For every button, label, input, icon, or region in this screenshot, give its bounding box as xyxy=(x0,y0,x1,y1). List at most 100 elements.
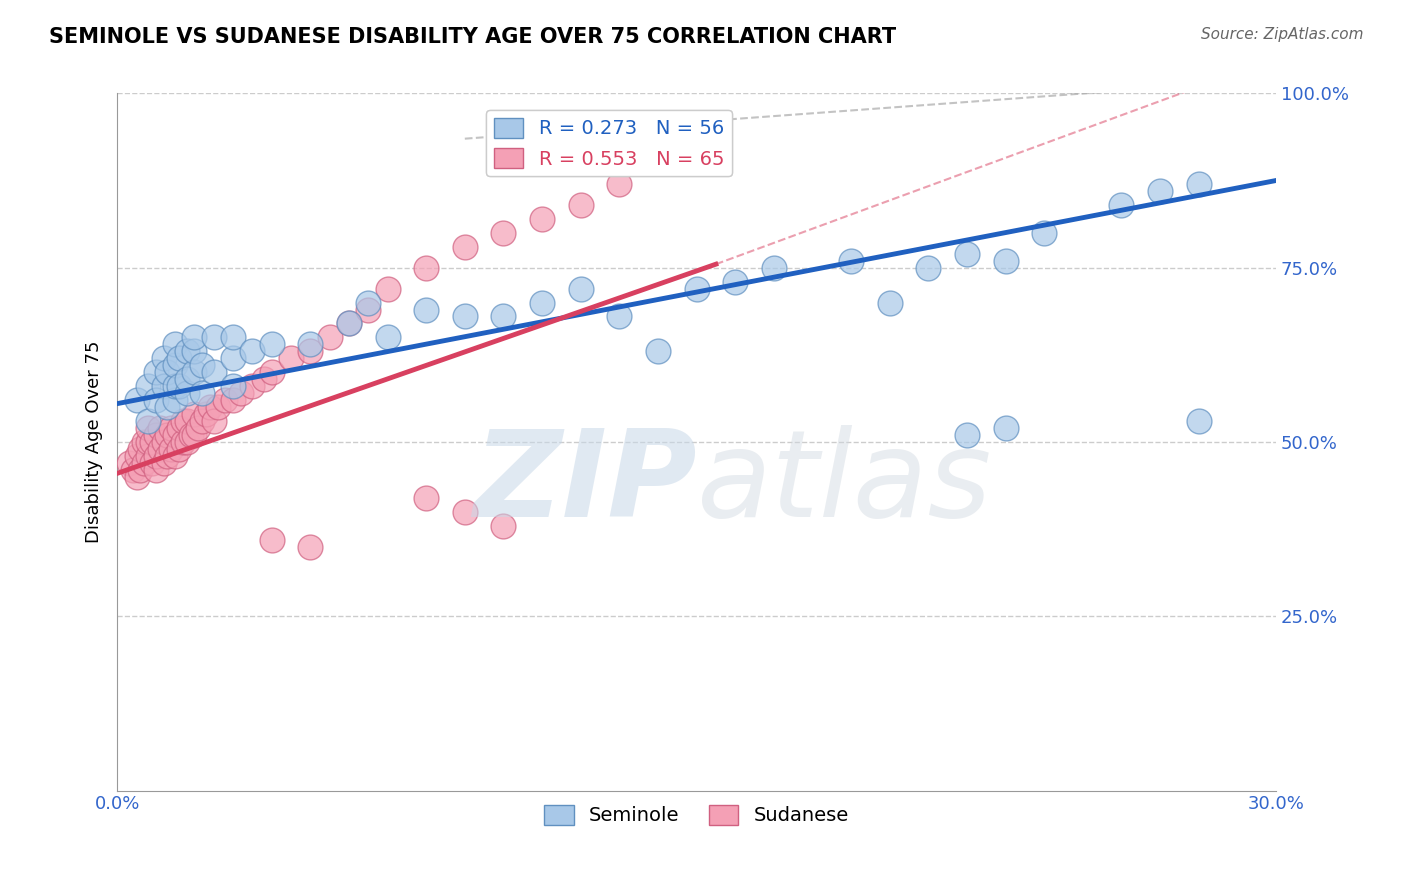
Point xyxy=(198,400,221,414)
Point xyxy=(176,434,198,449)
Point xyxy=(879,295,901,310)
Point xyxy=(167,351,190,366)
Point xyxy=(569,198,592,212)
Point xyxy=(531,211,554,226)
Point xyxy=(145,449,167,463)
Point xyxy=(222,393,245,408)
Point xyxy=(145,463,167,477)
Point xyxy=(152,379,174,393)
Point xyxy=(280,351,302,366)
Point xyxy=(1188,414,1211,428)
Point xyxy=(156,449,179,463)
Point xyxy=(141,456,163,470)
Point xyxy=(260,533,283,547)
Point xyxy=(195,407,218,421)
Point xyxy=(956,246,979,260)
Point xyxy=(136,434,159,449)
Point xyxy=(165,337,187,351)
Y-axis label: Disability Age Over 75: Disability Age Over 75 xyxy=(86,341,103,543)
Point xyxy=(229,386,252,401)
Point xyxy=(207,400,229,414)
Point xyxy=(454,310,477,324)
Point xyxy=(167,379,190,393)
Point xyxy=(202,414,225,428)
Text: SEMINOLE VS SUDANESE DISABILITY AGE OVER 75 CORRELATION CHART: SEMINOLE VS SUDANESE DISABILITY AGE OVER… xyxy=(49,27,897,46)
Point xyxy=(1149,184,1171,198)
Point xyxy=(253,372,276,386)
Point xyxy=(121,463,143,477)
Point xyxy=(994,421,1017,435)
Point xyxy=(136,414,159,428)
Point xyxy=(165,449,187,463)
Point xyxy=(647,156,669,170)
Text: ZIP: ZIP xyxy=(472,425,696,542)
Point xyxy=(145,365,167,379)
Point xyxy=(187,421,209,435)
Point xyxy=(607,177,630,191)
Point xyxy=(454,505,477,519)
Point xyxy=(134,456,156,470)
Point xyxy=(160,421,183,435)
Point xyxy=(647,344,669,359)
Point xyxy=(125,393,148,408)
Point xyxy=(152,456,174,470)
Point xyxy=(129,463,152,477)
Text: Source: ZipAtlas.com: Source: ZipAtlas.com xyxy=(1201,27,1364,42)
Point xyxy=(191,386,214,401)
Point xyxy=(762,260,785,275)
Point xyxy=(136,379,159,393)
Point xyxy=(415,491,437,505)
Point xyxy=(839,253,862,268)
Point xyxy=(176,386,198,401)
Point xyxy=(1111,198,1133,212)
Point xyxy=(299,540,322,554)
Point xyxy=(956,428,979,442)
Point xyxy=(183,330,205,344)
Point xyxy=(136,421,159,435)
Point xyxy=(183,407,205,421)
Point xyxy=(176,372,198,386)
Point xyxy=(191,359,214,373)
Point xyxy=(183,344,205,359)
Point xyxy=(152,351,174,366)
Point xyxy=(337,317,360,331)
Point xyxy=(202,330,225,344)
Point xyxy=(222,379,245,393)
Point xyxy=(172,434,194,449)
Point xyxy=(357,295,380,310)
Point xyxy=(492,310,515,324)
Point xyxy=(202,365,225,379)
Point xyxy=(492,518,515,533)
Point xyxy=(160,442,183,456)
Point xyxy=(165,428,187,442)
Point xyxy=(492,226,515,240)
Point xyxy=(145,393,167,408)
Point xyxy=(377,330,399,344)
Point xyxy=(136,449,159,463)
Point xyxy=(191,414,214,428)
Point xyxy=(156,428,179,442)
Point xyxy=(994,253,1017,268)
Point xyxy=(165,393,187,408)
Point xyxy=(415,302,437,317)
Text: atlas: atlas xyxy=(696,425,993,542)
Point xyxy=(222,330,245,344)
Point xyxy=(141,434,163,449)
Point xyxy=(260,337,283,351)
Point xyxy=(176,414,198,428)
Point xyxy=(156,400,179,414)
Point xyxy=(299,344,322,359)
Point xyxy=(607,310,630,324)
Point xyxy=(149,442,172,456)
Point xyxy=(569,282,592,296)
Point xyxy=(318,330,340,344)
Point xyxy=(156,365,179,379)
Point xyxy=(1033,226,1056,240)
Point xyxy=(299,337,322,351)
Point xyxy=(172,414,194,428)
Point xyxy=(183,428,205,442)
Point xyxy=(242,344,264,359)
Point xyxy=(145,428,167,442)
Point xyxy=(165,379,187,393)
Point xyxy=(685,282,707,296)
